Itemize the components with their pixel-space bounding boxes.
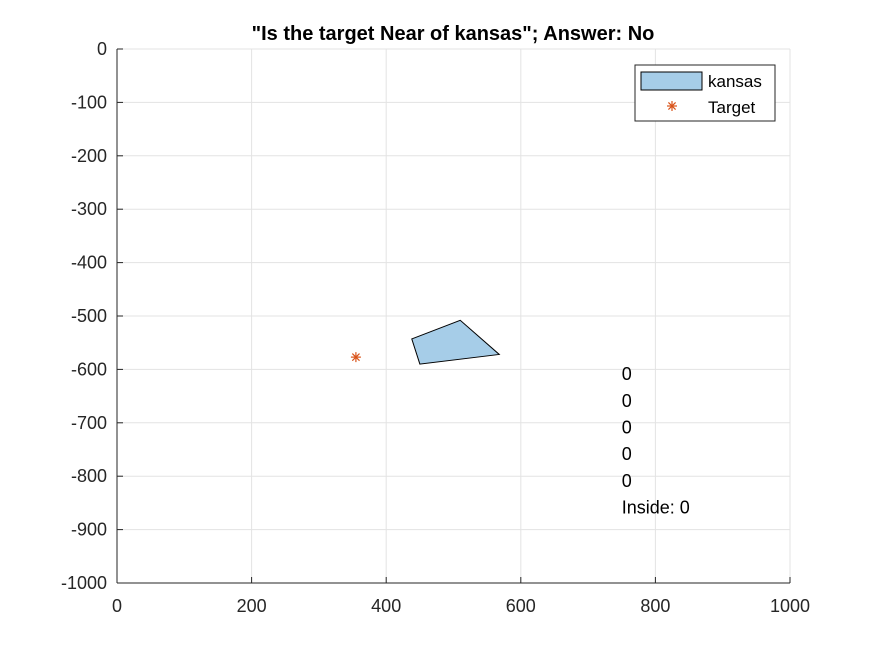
y-tick-label: -400 xyxy=(71,253,107,273)
x-tick-label: 200 xyxy=(237,596,267,616)
annotations: 0 0 0 0 0 Inside: 0 xyxy=(622,364,690,518)
y-tick-label: -1000 xyxy=(61,573,107,593)
chart-title: "Is the target Near of kansas"; Answer: … xyxy=(252,23,655,45)
annotation-text: 0 xyxy=(622,471,632,491)
legend-swatch-kansas xyxy=(640,71,703,91)
grid xyxy=(116,48,791,584)
y-tick-label: -600 xyxy=(71,359,107,379)
y-tick-label: -700 xyxy=(71,413,107,433)
annotation-text: 0 xyxy=(622,444,632,464)
x-tick-label: 400 xyxy=(371,596,401,616)
y-tick-label: -100 xyxy=(71,92,107,112)
target-point xyxy=(350,352,361,363)
x-tick-label: 0 xyxy=(112,596,122,616)
axes: 0 200 400 600 800 1000 0 -100 -200 -300 -400 -500 -6… xyxy=(61,39,810,616)
x-tick-label: 800 xyxy=(640,596,670,616)
legend-marker-target xyxy=(667,101,677,111)
y-tick-label: 0 xyxy=(97,39,107,59)
x-tick-label: 1000 xyxy=(770,596,810,616)
legend-target-asterisk xyxy=(667,101,677,111)
legend: kansas Target xyxy=(634,64,776,122)
legend-label-target: Target xyxy=(708,98,756,117)
y-tick-label: -500 xyxy=(71,306,107,326)
y-tick-label: -200 xyxy=(71,146,107,166)
annotation-text: 0 xyxy=(622,364,632,384)
y-tick-label: -300 xyxy=(71,199,107,219)
kansas-polygon xyxy=(411,319,501,365)
annotation-text: 0 xyxy=(622,417,632,437)
x-tick-label: 600 xyxy=(506,596,536,616)
annotation-text: Inside: 0 xyxy=(622,498,690,518)
y-tick-label: -900 xyxy=(71,520,107,540)
plot-marks xyxy=(350,319,501,365)
legend-label-kansas: kansas xyxy=(708,72,762,91)
y-tick-label: -800 xyxy=(71,466,107,486)
annotation-text: 0 xyxy=(622,391,632,411)
